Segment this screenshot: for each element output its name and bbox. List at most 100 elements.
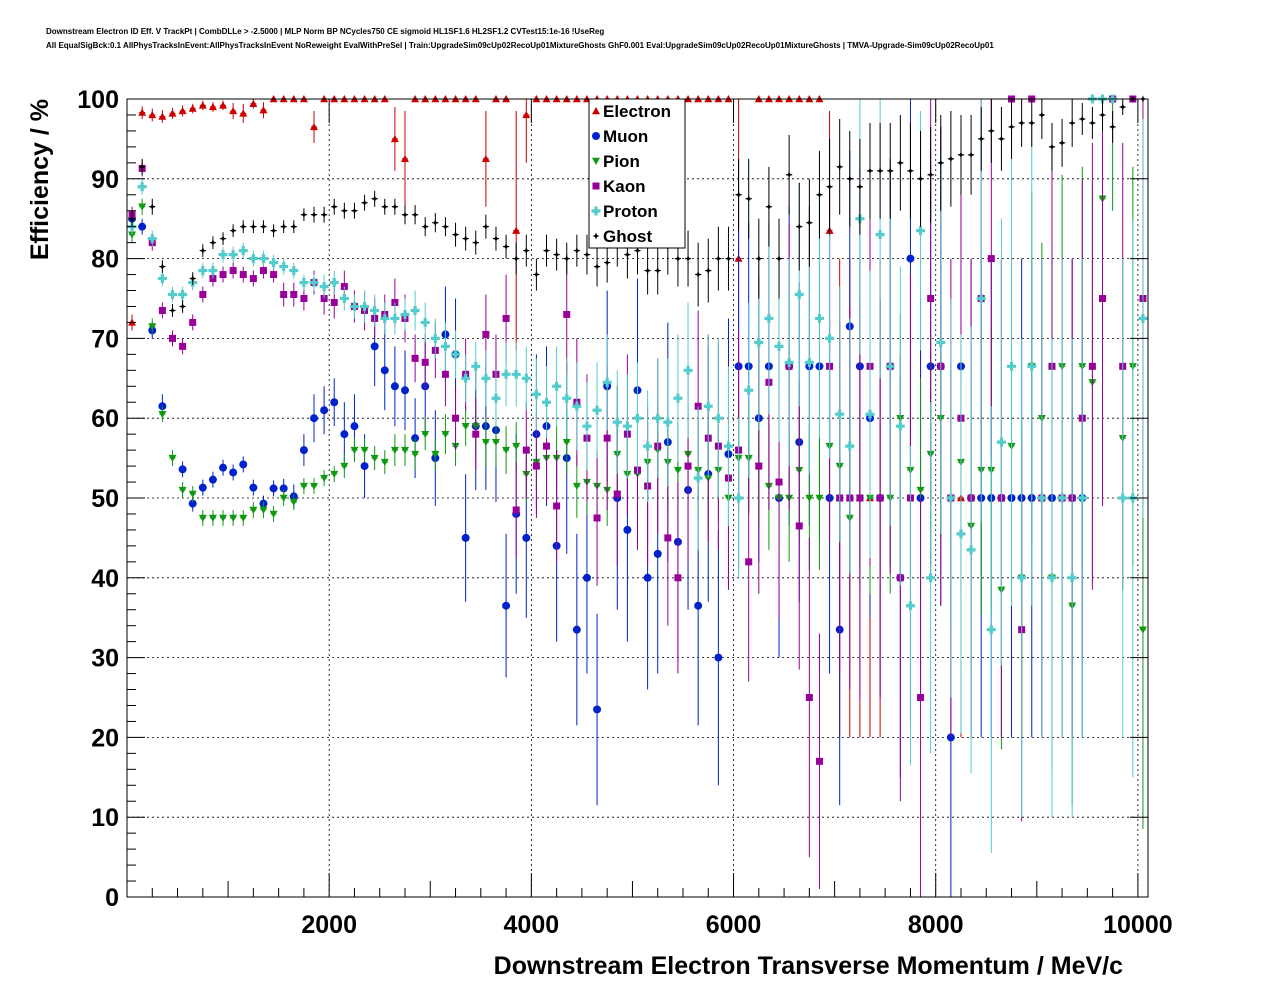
proton-point: [592, 405, 602, 415]
proton-point: [713, 413, 723, 423]
proton-point: [946, 493, 956, 503]
proton-point: [1138, 313, 1148, 323]
ghost-point: [320, 211, 328, 219]
proton-point: [693, 473, 703, 483]
legend-label-muon: Muon: [603, 127, 648, 146]
kaon-point: [452, 414, 460, 422]
ghost-point: [361, 199, 369, 207]
proton-point: [289, 266, 299, 276]
pion-point: [370, 454, 379, 463]
proton-point: [309, 278, 319, 288]
y-tick-label: 40: [91, 565, 119, 593]
pion-point: [1138, 626, 1147, 634]
kaon-point: [441, 370, 449, 378]
muon-point: [653, 549, 662, 558]
ghost-point: [583, 251, 591, 259]
proton-point: [703, 401, 713, 411]
proton-point: [258, 254, 268, 264]
muon-point: [380, 366, 389, 375]
x-axis-label: Downstream Electron Transverse Momentum …: [494, 952, 1123, 980]
ghost-point: [593, 263, 601, 271]
pion-point: [360, 446, 369, 455]
ghost-point: [350, 207, 358, 215]
electron-point: [138, 108, 147, 116]
ghost-point: [330, 203, 338, 211]
proton-point: [966, 545, 976, 555]
kaon-point: [158, 306, 166, 314]
proton-point: [825, 333, 835, 343]
kaon-point: [421, 358, 429, 366]
ghost-point: [805, 219, 813, 227]
proton-point: [744, 385, 754, 395]
pion-point: [249, 506, 258, 514]
ghost-point: [785, 171, 793, 179]
ghost-point: [563, 255, 571, 263]
proton-point: [360, 301, 370, 311]
kaon-point: [795, 522, 803, 530]
ghost-point: [1078, 115, 1086, 123]
pion-point: [188, 490, 197, 499]
legend-marker-muon: [592, 132, 600, 140]
x-tick-label: 8000: [908, 911, 964, 939]
kaon-point: [876, 494, 884, 502]
pion-point: [421, 430, 430, 439]
proton-point: [552, 381, 562, 391]
kaon-point: [593, 514, 601, 522]
kaon-point: [482, 330, 490, 338]
x-tick-label: 10000: [1103, 911, 1173, 939]
electron-point: [390, 134, 399, 143]
proton-point: [208, 266, 218, 276]
muon-point: [219, 463, 228, 472]
proton-point: [349, 301, 359, 311]
proton-point: [794, 290, 804, 300]
kaon-point: [805, 694, 813, 701]
pion-point: [239, 514, 248, 522]
proton-point: [905, 601, 915, 611]
kaon-point: [1088, 362, 1096, 370]
ghost-point: [714, 255, 722, 263]
proton-point: [1037, 493, 1047, 503]
pion-point: [390, 446, 399, 455]
pion-point: [340, 462, 349, 471]
muon-point: [299, 446, 308, 455]
x-tick-label: 4000: [504, 911, 560, 939]
proton-point: [865, 409, 875, 419]
proton-point: [1118, 493, 1128, 503]
proton-point: [643, 441, 653, 451]
kaon-point: [684, 462, 692, 470]
proton-point: [1027, 361, 1037, 371]
proton-point: [764, 313, 774, 323]
proton-point: [804, 357, 814, 367]
ghost-point: [209, 239, 217, 247]
pion-point: [219, 514, 228, 522]
proton-point: [956, 529, 966, 539]
ghost-point: [189, 275, 197, 283]
electron-point: [249, 99, 258, 107]
pion-point: [512, 442, 521, 451]
electron-point: [512, 226, 521, 234]
muon-point: [350, 422, 359, 431]
pion-point: [178, 486, 187, 495]
proton-point: [936, 337, 946, 347]
proton-point: [774, 341, 784, 351]
electron-point: [219, 101, 228, 109]
y-tick-label: 30: [91, 645, 119, 673]
pion-point: [138, 203, 147, 211]
pion-point: [259, 506, 268, 514]
pion-point: [916, 486, 925, 495]
muon-point: [461, 533, 470, 542]
pion-point: [128, 231, 137, 239]
y-axis-label: Efficiency / %: [26, 99, 54, 260]
ghost-series: [128, 95, 1147, 317]
kaon-point: [543, 442, 551, 450]
muon-point: [229, 468, 238, 477]
kaon-point: [330, 298, 338, 306]
kaon-point: [755, 462, 763, 470]
kaon-point: [1099, 295, 1107, 302]
proton-point: [451, 349, 461, 359]
proton-point: [926, 573, 936, 583]
legend-label-kaon: Kaon: [603, 177, 646, 196]
legend-marker-ghost: [592, 232, 600, 240]
proton-point: [835, 409, 845, 419]
proton-point: [198, 266, 208, 276]
